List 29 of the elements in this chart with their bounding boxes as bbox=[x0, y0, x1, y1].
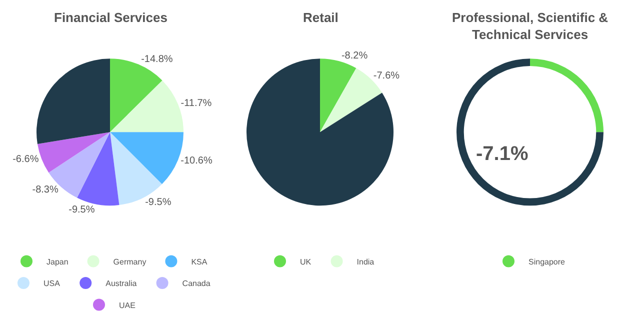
donut-slice bbox=[530, 58, 604, 132]
pie-slice bbox=[320, 58, 356, 132]
legend-label: Singapore bbox=[528, 257, 566, 266]
chart-title: Retail bbox=[303, 10, 338, 25]
legend-label: India bbox=[356, 257, 375, 266]
chart-title: Professional, Scientific & Technical Services bbox=[452, 10, 608, 42]
chart-title: Financial Services bbox=[54, 10, 168, 25]
text: -9.5% bbox=[145, 197, 172, 208]
text: -14.8% bbox=[141, 54, 173, 66]
legend-label: USA bbox=[44, 279, 61, 288]
text: -7.6% bbox=[373, 70, 400, 82]
text: -9.5% bbox=[68, 204, 95, 216]
pie-slice bbox=[77, 132, 120, 206]
legend-label: Australia bbox=[106, 279, 138, 288]
pie-slice bbox=[36, 58, 110, 144]
text: -8.2% bbox=[341, 50, 368, 62]
legend-label: UK bbox=[300, 257, 312, 266]
text: -7.1% bbox=[476, 143, 528, 165]
pie-slice bbox=[37, 132, 110, 173]
donut-slice bbox=[456, 58, 604, 206]
text: -8.3% bbox=[32, 184, 58, 196]
text: -11.7% bbox=[180, 98, 212, 109]
legend-label: UAE bbox=[119, 300, 136, 310]
legend-label: KSA bbox=[191, 257, 208, 266]
legend-label: Canada bbox=[182, 279, 211, 288]
legend-label: Germany bbox=[113, 257, 146, 266]
text: -6.6% bbox=[12, 154, 39, 166]
legend-label: Japan bbox=[46, 257, 68, 266]
text: -10.6% bbox=[180, 156, 212, 167]
